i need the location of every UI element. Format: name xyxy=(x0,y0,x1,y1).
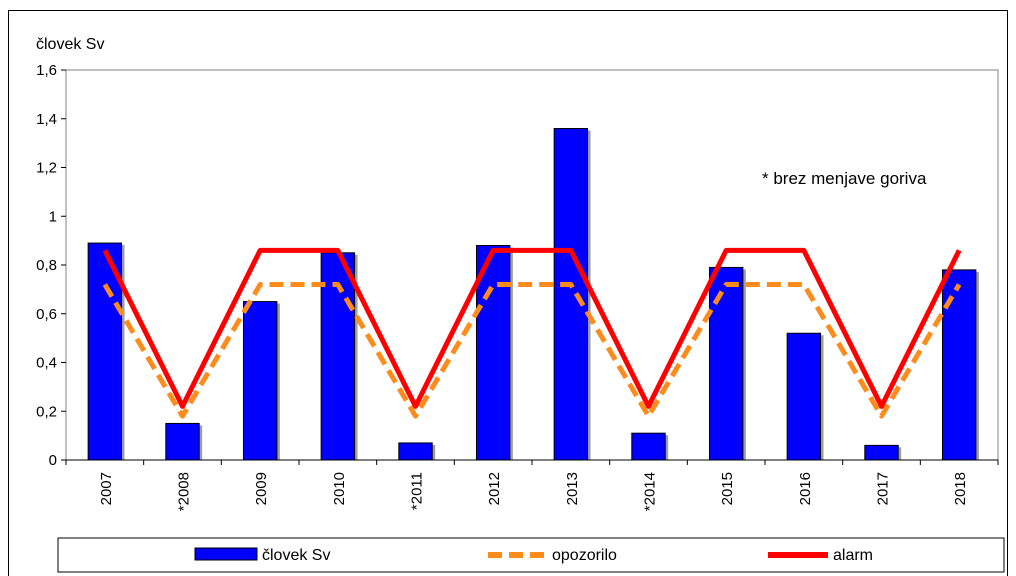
x-tick-label: 2010 xyxy=(331,472,348,505)
y-tick-label: 1,6 xyxy=(36,62,57,79)
legend-label-alarm: alarm xyxy=(833,547,873,564)
line-opozorilo xyxy=(102,282,962,419)
bar-series xyxy=(87,128,979,461)
legend-swatch-bar xyxy=(194,547,258,561)
x-tick-label: 2007 xyxy=(98,472,115,505)
chart-frame xyxy=(8,10,1008,576)
x-tick-label: 2013 xyxy=(564,472,581,505)
legend-label-bar: človek Sv xyxy=(262,547,330,564)
y-tick-label: 0,6 xyxy=(36,306,57,323)
y-tick-label: 0 xyxy=(49,452,57,469)
y-tick-label: 0,2 xyxy=(36,403,57,420)
annotation-text: * brez menjave goriva xyxy=(762,169,927,188)
x-ticks: 2007 *2008 2009 2010 *2011 2012 2013 *2014 2015 2… xyxy=(65,459,999,511)
bar xyxy=(475,245,511,461)
y-tick-label: 1,4 xyxy=(36,111,57,128)
y-ticks: 0 0,2 0,4 0,6 0,8 1 1,2 1,4 1,6 xyxy=(36,62,66,469)
x-tick-label: 2017 xyxy=(875,472,892,505)
y-tick-label: 0,4 xyxy=(36,355,57,372)
bar xyxy=(87,242,123,461)
bar xyxy=(708,266,744,461)
x-tick-label: 2015 xyxy=(719,472,736,505)
line-series xyxy=(102,247,962,419)
x-tick-label: *2014 xyxy=(642,472,659,511)
bar xyxy=(631,432,666,461)
x-tick-label: 2016 xyxy=(797,472,814,505)
y-axis-label: človek Sv xyxy=(36,36,104,53)
bar xyxy=(786,332,822,461)
legend: človek Sv opozorilo alarm xyxy=(57,537,1005,573)
bar xyxy=(864,444,899,461)
x-tick-label: 2018 xyxy=(952,472,969,505)
x-tick-label: 2012 xyxy=(486,472,503,505)
bar xyxy=(553,128,589,461)
y-tick-label: 0,8 xyxy=(36,257,57,274)
x-tick-label: *2008 xyxy=(176,472,193,511)
bar xyxy=(242,301,278,461)
y-tick-label: 1 xyxy=(49,208,57,225)
legend-label-opozorilo: opozorilo xyxy=(552,547,617,564)
bar xyxy=(941,269,977,461)
bar xyxy=(165,422,200,461)
y-tick-label: 1,2 xyxy=(36,160,57,177)
x-tick-label: 2009 xyxy=(253,472,270,505)
line-alarm xyxy=(102,247,962,409)
plot-area xyxy=(65,69,999,461)
x-tick-label: *2011 xyxy=(409,472,426,510)
bar xyxy=(398,442,433,461)
